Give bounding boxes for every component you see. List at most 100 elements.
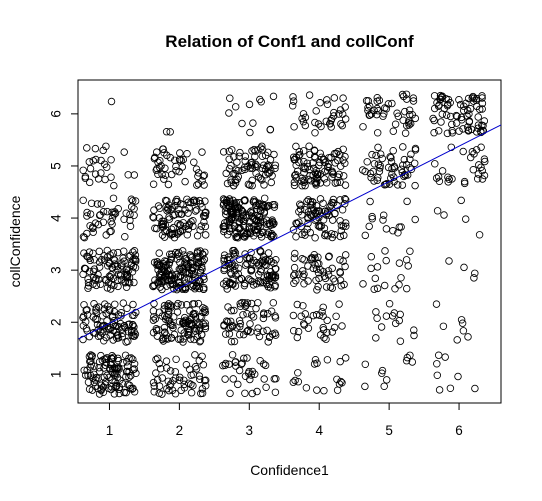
data-point	[311, 129, 319, 137]
data-point	[160, 323, 169, 332]
data-point	[235, 198, 244, 207]
data-point	[405, 117, 413, 125]
data-point	[170, 330, 179, 339]
data-point	[195, 284, 204, 293]
data-point	[370, 285, 378, 293]
data-point	[337, 221, 346, 230]
data-point	[123, 270, 131, 279]
data-point	[155, 389, 163, 397]
data-point	[157, 162, 165, 170]
data-point	[271, 312, 279, 320]
data-point	[200, 181, 208, 189]
data-point	[158, 374, 167, 382]
data-point	[313, 359, 321, 367]
data-point	[367, 110, 376, 118]
data-point	[433, 371, 442, 380]
data-point	[304, 262, 312, 270]
data-point	[231, 199, 239, 208]
y-axis: 1 2 3 4 5 6	[49, 110, 79, 378]
data-point	[248, 389, 257, 398]
data-point	[183, 231, 192, 239]
data-point	[85, 178, 94, 187]
data-point	[338, 110, 347, 118]
data-point	[305, 91, 314, 99]
data-point	[246, 128, 254, 137]
data-point	[79, 321, 88, 330]
data-point	[328, 284, 337, 292]
data-point	[89, 374, 97, 382]
data-point	[192, 320, 201, 328]
data-point	[262, 216, 271, 224]
data-point	[123, 304, 131, 313]
data-point	[339, 145, 347, 154]
data-point	[341, 195, 350, 204]
data-point	[293, 300, 302, 309]
data-point	[169, 229, 177, 238]
data-point	[81, 371, 90, 379]
data-point	[233, 228, 241, 237]
data-point	[109, 336, 117, 344]
data-point	[119, 299, 128, 307]
data-point	[163, 197, 171, 205]
data-point	[193, 247, 202, 256]
data-point	[226, 317, 235, 326]
data-point	[90, 378, 98, 387]
data-point	[322, 179, 331, 187]
data-point	[248, 277, 256, 286]
data-point	[407, 165, 416, 174]
data-point	[263, 202, 272, 210]
data-point	[323, 209, 331, 217]
data-point	[372, 334, 380, 342]
data-point	[267, 307, 276, 315]
data-point	[192, 165, 201, 173]
data-point	[189, 216, 197, 225]
data-point	[248, 164, 257, 173]
data-point	[246, 320, 254, 328]
data-point	[323, 96, 331, 104]
data-point	[272, 255, 280, 264]
data-point	[225, 147, 233, 155]
data-point	[434, 102, 443, 110]
data-point	[149, 316, 158, 324]
data-point	[201, 231, 210, 239]
data-point	[289, 93, 297, 101]
data-point	[387, 157, 396, 166]
data-point	[109, 326, 117, 335]
data-point	[373, 93, 382, 102]
data-point	[186, 335, 195, 343]
data-point	[230, 306, 238, 315]
data-point	[478, 105, 486, 113]
data-point	[220, 196, 229, 204]
data-point	[298, 230, 306, 239]
data-point	[114, 356, 123, 365]
data-point	[472, 146, 481, 154]
data-point	[149, 282, 157, 290]
data-point	[243, 354, 251, 362]
data-point	[219, 148, 228, 156]
data-point	[200, 307, 209, 315]
data-point	[114, 248, 122, 257]
data-point	[289, 271, 298, 280]
data-point	[221, 375, 229, 383]
data-point	[294, 369, 302, 377]
data-point	[123, 358, 131, 366]
data-point	[430, 116, 438, 125]
data-point	[387, 174, 395, 182]
data-point	[299, 320, 308, 328]
data-point	[262, 383, 270, 392]
data-point	[173, 285, 181, 294]
data-point	[227, 161, 235, 170]
data-point	[103, 302, 112, 311]
data-point	[258, 152, 267, 161]
data-point	[336, 196, 344, 204]
data-point	[271, 388, 280, 397]
data-point	[460, 263, 468, 272]
data-point	[373, 129, 382, 137]
data-point	[316, 179, 325, 187]
data-point	[80, 301, 88, 309]
data-point	[198, 330, 206, 339]
data-point	[239, 221, 248, 230]
data-point	[163, 335, 172, 343]
x-tick-label: 1	[106, 423, 114, 438]
data-point	[90, 256, 98, 264]
